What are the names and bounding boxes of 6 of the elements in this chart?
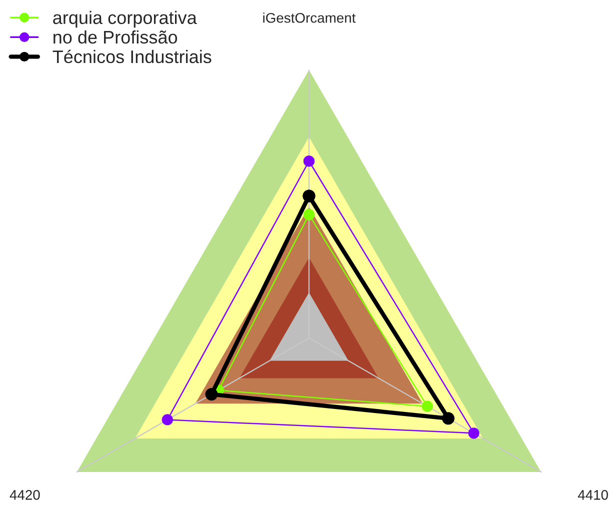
spoke-label: 4420 xyxy=(10,490,40,500)
legend-label: Técnicos Industriais xyxy=(52,50,212,64)
legend-label: arquia corporativa xyxy=(53,10,197,28)
spoke-label: 4410 xyxy=(578,490,608,500)
spoke-label: iGestOrcament xyxy=(263,12,356,23)
legend-label: no de Profissão xyxy=(54,30,178,44)
